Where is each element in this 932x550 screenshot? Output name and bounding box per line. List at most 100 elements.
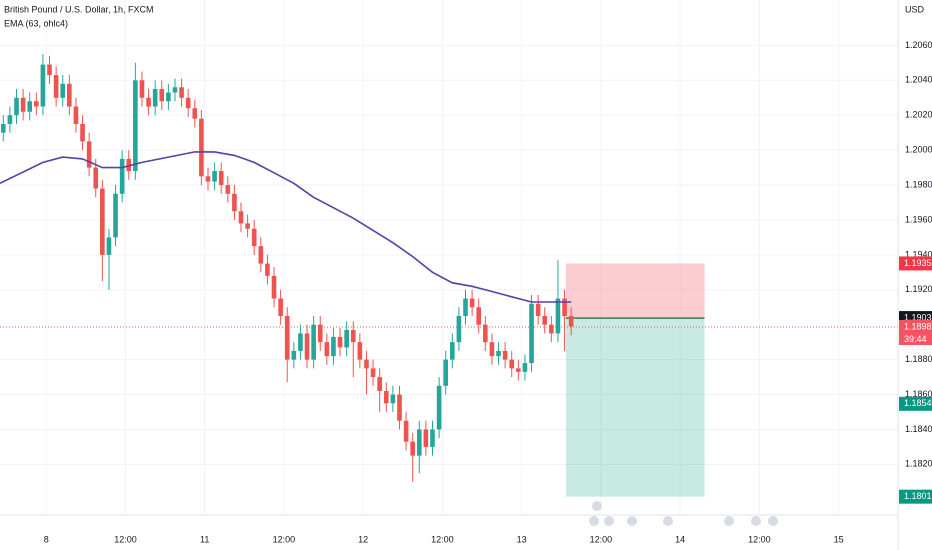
axes: 1.20600 1.20400 1.20200 1.20000 1.19800 1.196… (44, 40, 932, 544)
candle-body (357, 342, 363, 360)
x-tick-label: 12:00 (431, 534, 454, 544)
candle-body (47, 64, 52, 76)
x-tick-label: 12:00 (273, 534, 296, 544)
candle-body (278, 298, 283, 316)
indicator-legend: EMA (63, ohlc4) (4, 18, 68, 28)
candle-body (568, 315, 574, 327)
countdown: 39:44 (904, 334, 927, 344)
candle-body (298, 333, 303, 351)
event-icon (627, 516, 637, 526)
candle-body (469, 298, 475, 308)
candle-body (100, 188, 105, 255)
candle-body (199, 118, 204, 177)
x-tick-label: 8 (44, 534, 49, 544)
candle-body (86, 141, 92, 168)
price-label-bg (899, 256, 932, 271)
candle-body (535, 303, 541, 316)
candle-body (350, 329, 356, 343)
ema-line (0, 151, 572, 303)
event-icon (751, 516, 761, 526)
candle-body (337, 336, 343, 348)
candle-body (218, 171, 224, 186)
candle-body (73, 106, 79, 124)
candle-body (185, 97, 191, 109)
price-label-bg (899, 396, 932, 411)
y-tick-label: 1.18200 (905, 459, 932, 469)
y-tick-label: 1.20000 (905, 145, 932, 155)
y-tick-label: 1.18800 (905, 354, 932, 364)
candle-body (443, 359, 449, 386)
candle-body (324, 342, 330, 357)
candle-body (509, 359, 515, 369)
candle-body (265, 263, 270, 276)
candle-body (410, 441, 415, 456)
candle-body (40, 64, 46, 107)
candle-body (80, 123, 85, 142)
candle-body (172, 87, 178, 93)
event-icon (604, 516, 614, 526)
price-label: 1.19038 (904, 312, 932, 322)
candle-body (14, 97, 19, 116)
candle-body (60, 83, 66, 98)
event-icon (589, 516, 599, 526)
countdown-bg (899, 333, 932, 345)
candle-body (463, 298, 468, 316)
price-label-bg (899, 319, 932, 334)
position-tool (565, 263, 705, 497)
candle-body (502, 350, 508, 360)
candle-body (205, 176, 211, 182)
candle-body (331, 336, 336, 357)
candle-body (119, 158, 125, 194)
candle-body (483, 324, 488, 343)
candle-body (20, 97, 26, 112)
candle-body (304, 333, 310, 360)
candle-body (284, 315, 290, 360)
candle-body (232, 193, 237, 212)
x-tick-label: 15 (834, 534, 844, 544)
candle-body (238, 211, 244, 224)
candle-body (430, 429, 435, 447)
candle-body (251, 228, 257, 247)
candle-body (0, 123, 6, 133)
candle-body (403, 420, 409, 442)
candle-body (496, 350, 501, 357)
price-label: 1.18547 (904, 398, 932, 408)
x-tick-label: 12 (358, 534, 368, 544)
candle-body (291, 350, 297, 360)
candle-body (311, 324, 316, 360)
candle-body (106, 237, 112, 255)
candle-body (113, 193, 118, 238)
event-icon (592, 501, 602, 511)
x-tick-label: 12:00 (590, 534, 613, 544)
price-label: 1.18015 (904, 491, 932, 501)
candle-body (159, 89, 165, 102)
y-tick-label: 1.20600 (905, 40, 932, 50)
price-label-bg (899, 489, 932, 504)
candle-body (390, 394, 396, 404)
candle-body (562, 298, 567, 316)
y-tick-label: 1.19400 (905, 249, 932, 259)
candle-body (53, 75, 59, 98)
event-icons (589, 501, 778, 526)
chart-title: British Pound / U.S. Dollar, 1h, FXCM (4, 4, 154, 14)
candle-body (436, 385, 442, 430)
candle-body (139, 80, 145, 98)
candle-body (27, 101, 33, 112)
candle-body (258, 246, 264, 264)
x-tick-label: 12:00 (748, 534, 771, 544)
candle-body (476, 307, 482, 325)
grid (0, 0, 898, 515)
x-tick-label: 12:00 (114, 534, 137, 544)
candle-body (271, 275, 277, 299)
event-icon (724, 516, 734, 526)
stop-zone (565, 263, 705, 319)
candle-body (225, 185, 231, 194)
candle-body (152, 89, 158, 107)
x-tick-label: 11 (200, 534, 209, 544)
candle-body (192, 108, 198, 119)
candle-body (67, 83, 72, 107)
candle-body (317, 324, 323, 343)
y-tick-label: 1.19200 (905, 284, 932, 294)
